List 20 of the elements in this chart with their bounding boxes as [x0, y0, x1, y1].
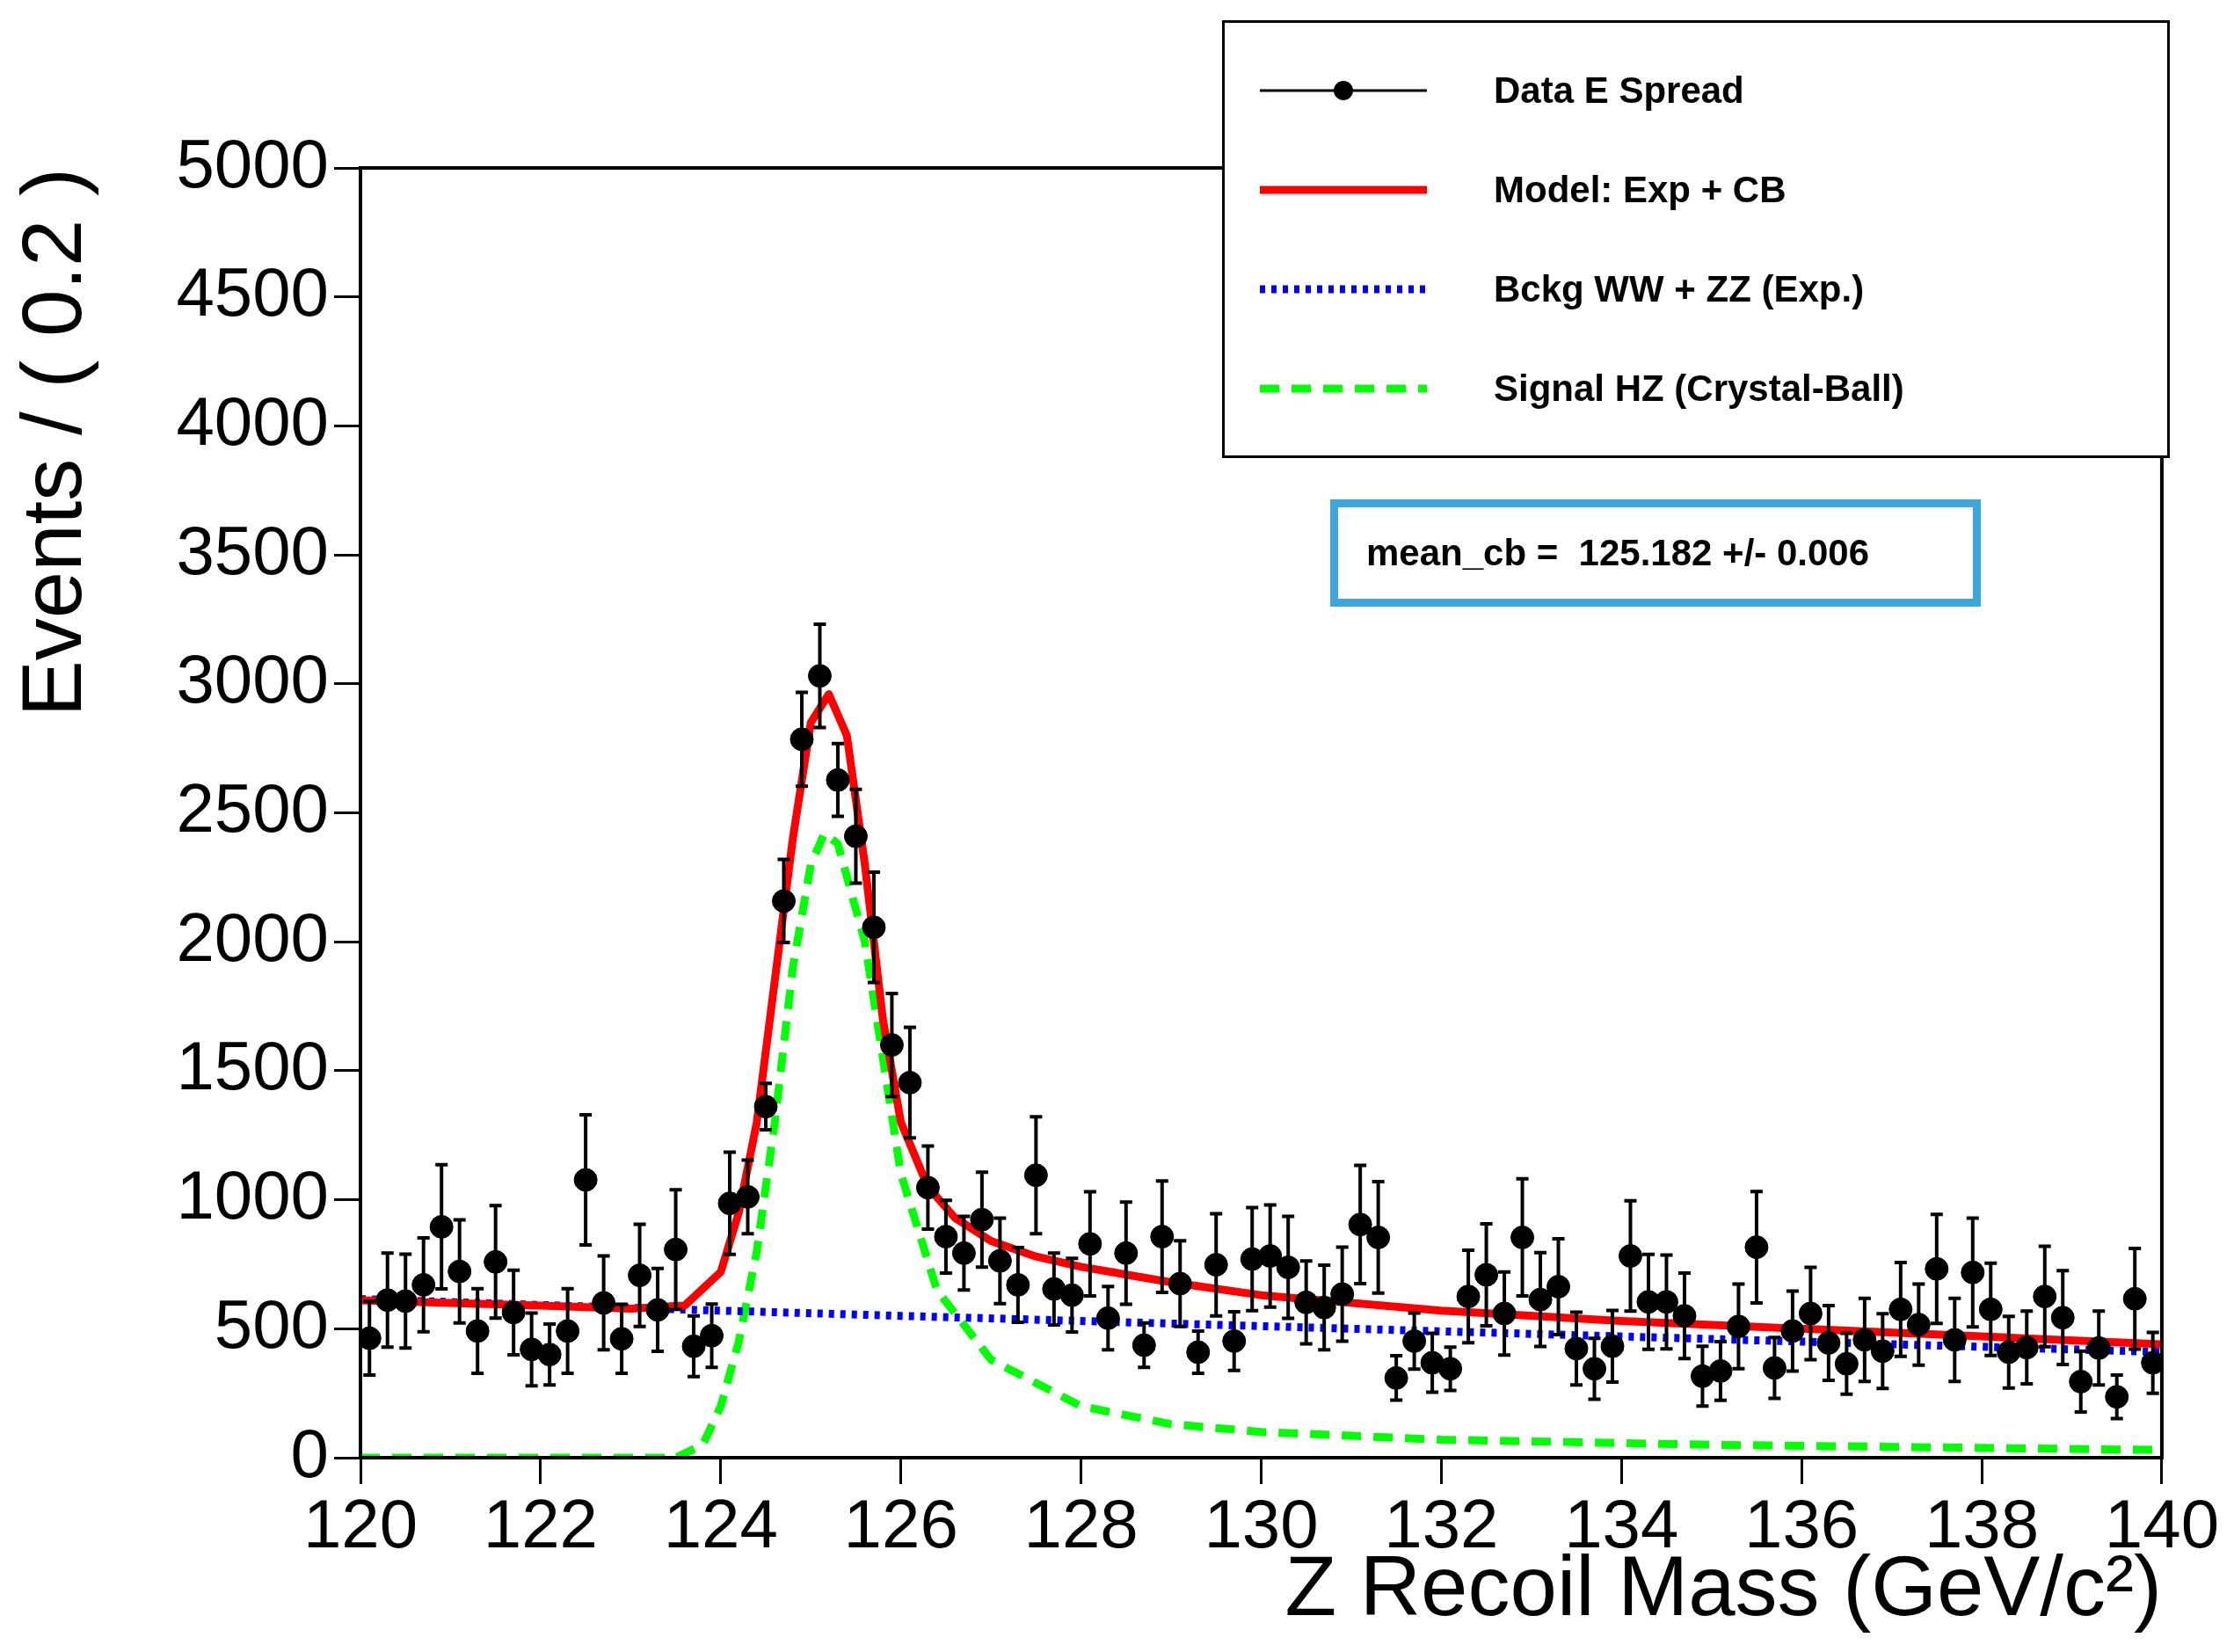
y-tick-label: 2000 [176, 898, 329, 976]
annotation: mean_cb = 125.182 +/- 0.006 [1330, 499, 1981, 607]
y-tick-label: 4000 [176, 382, 329, 460]
x-tick-label: 128 [1023, 1485, 1139, 1563]
x-tick-label: 126 [843, 1485, 958, 1563]
x-tick-label: 124 [663, 1485, 778, 1563]
x-tick-label: 122 [483, 1485, 598, 1563]
y-tick-label: 4500 [176, 253, 329, 331]
y-tick-label: 1000 [176, 1156, 329, 1234]
legend-label: Signal HZ (Crystal-Ball) [1494, 367, 1904, 410]
y-tick-label: 5000 [176, 124, 329, 202]
y-tick-label: 2500 [176, 769, 329, 848]
y-tick-label: 3500 [176, 511, 329, 589]
y-axis-title: Events / ( 0.2 ) [4, 168, 99, 717]
y-tick-label: 1500 [176, 1027, 329, 1105]
legend-label: Model: Exp + CB [1494, 168, 1786, 211]
legend-label: Bckg WW + ZZ (Exp.) [1494, 267, 1865, 310]
y-tick-label: 500 [214, 1284, 329, 1363]
legend-label: Data E Spread [1494, 69, 1744, 112]
y-tick-label: 3000 [176, 640, 329, 718]
